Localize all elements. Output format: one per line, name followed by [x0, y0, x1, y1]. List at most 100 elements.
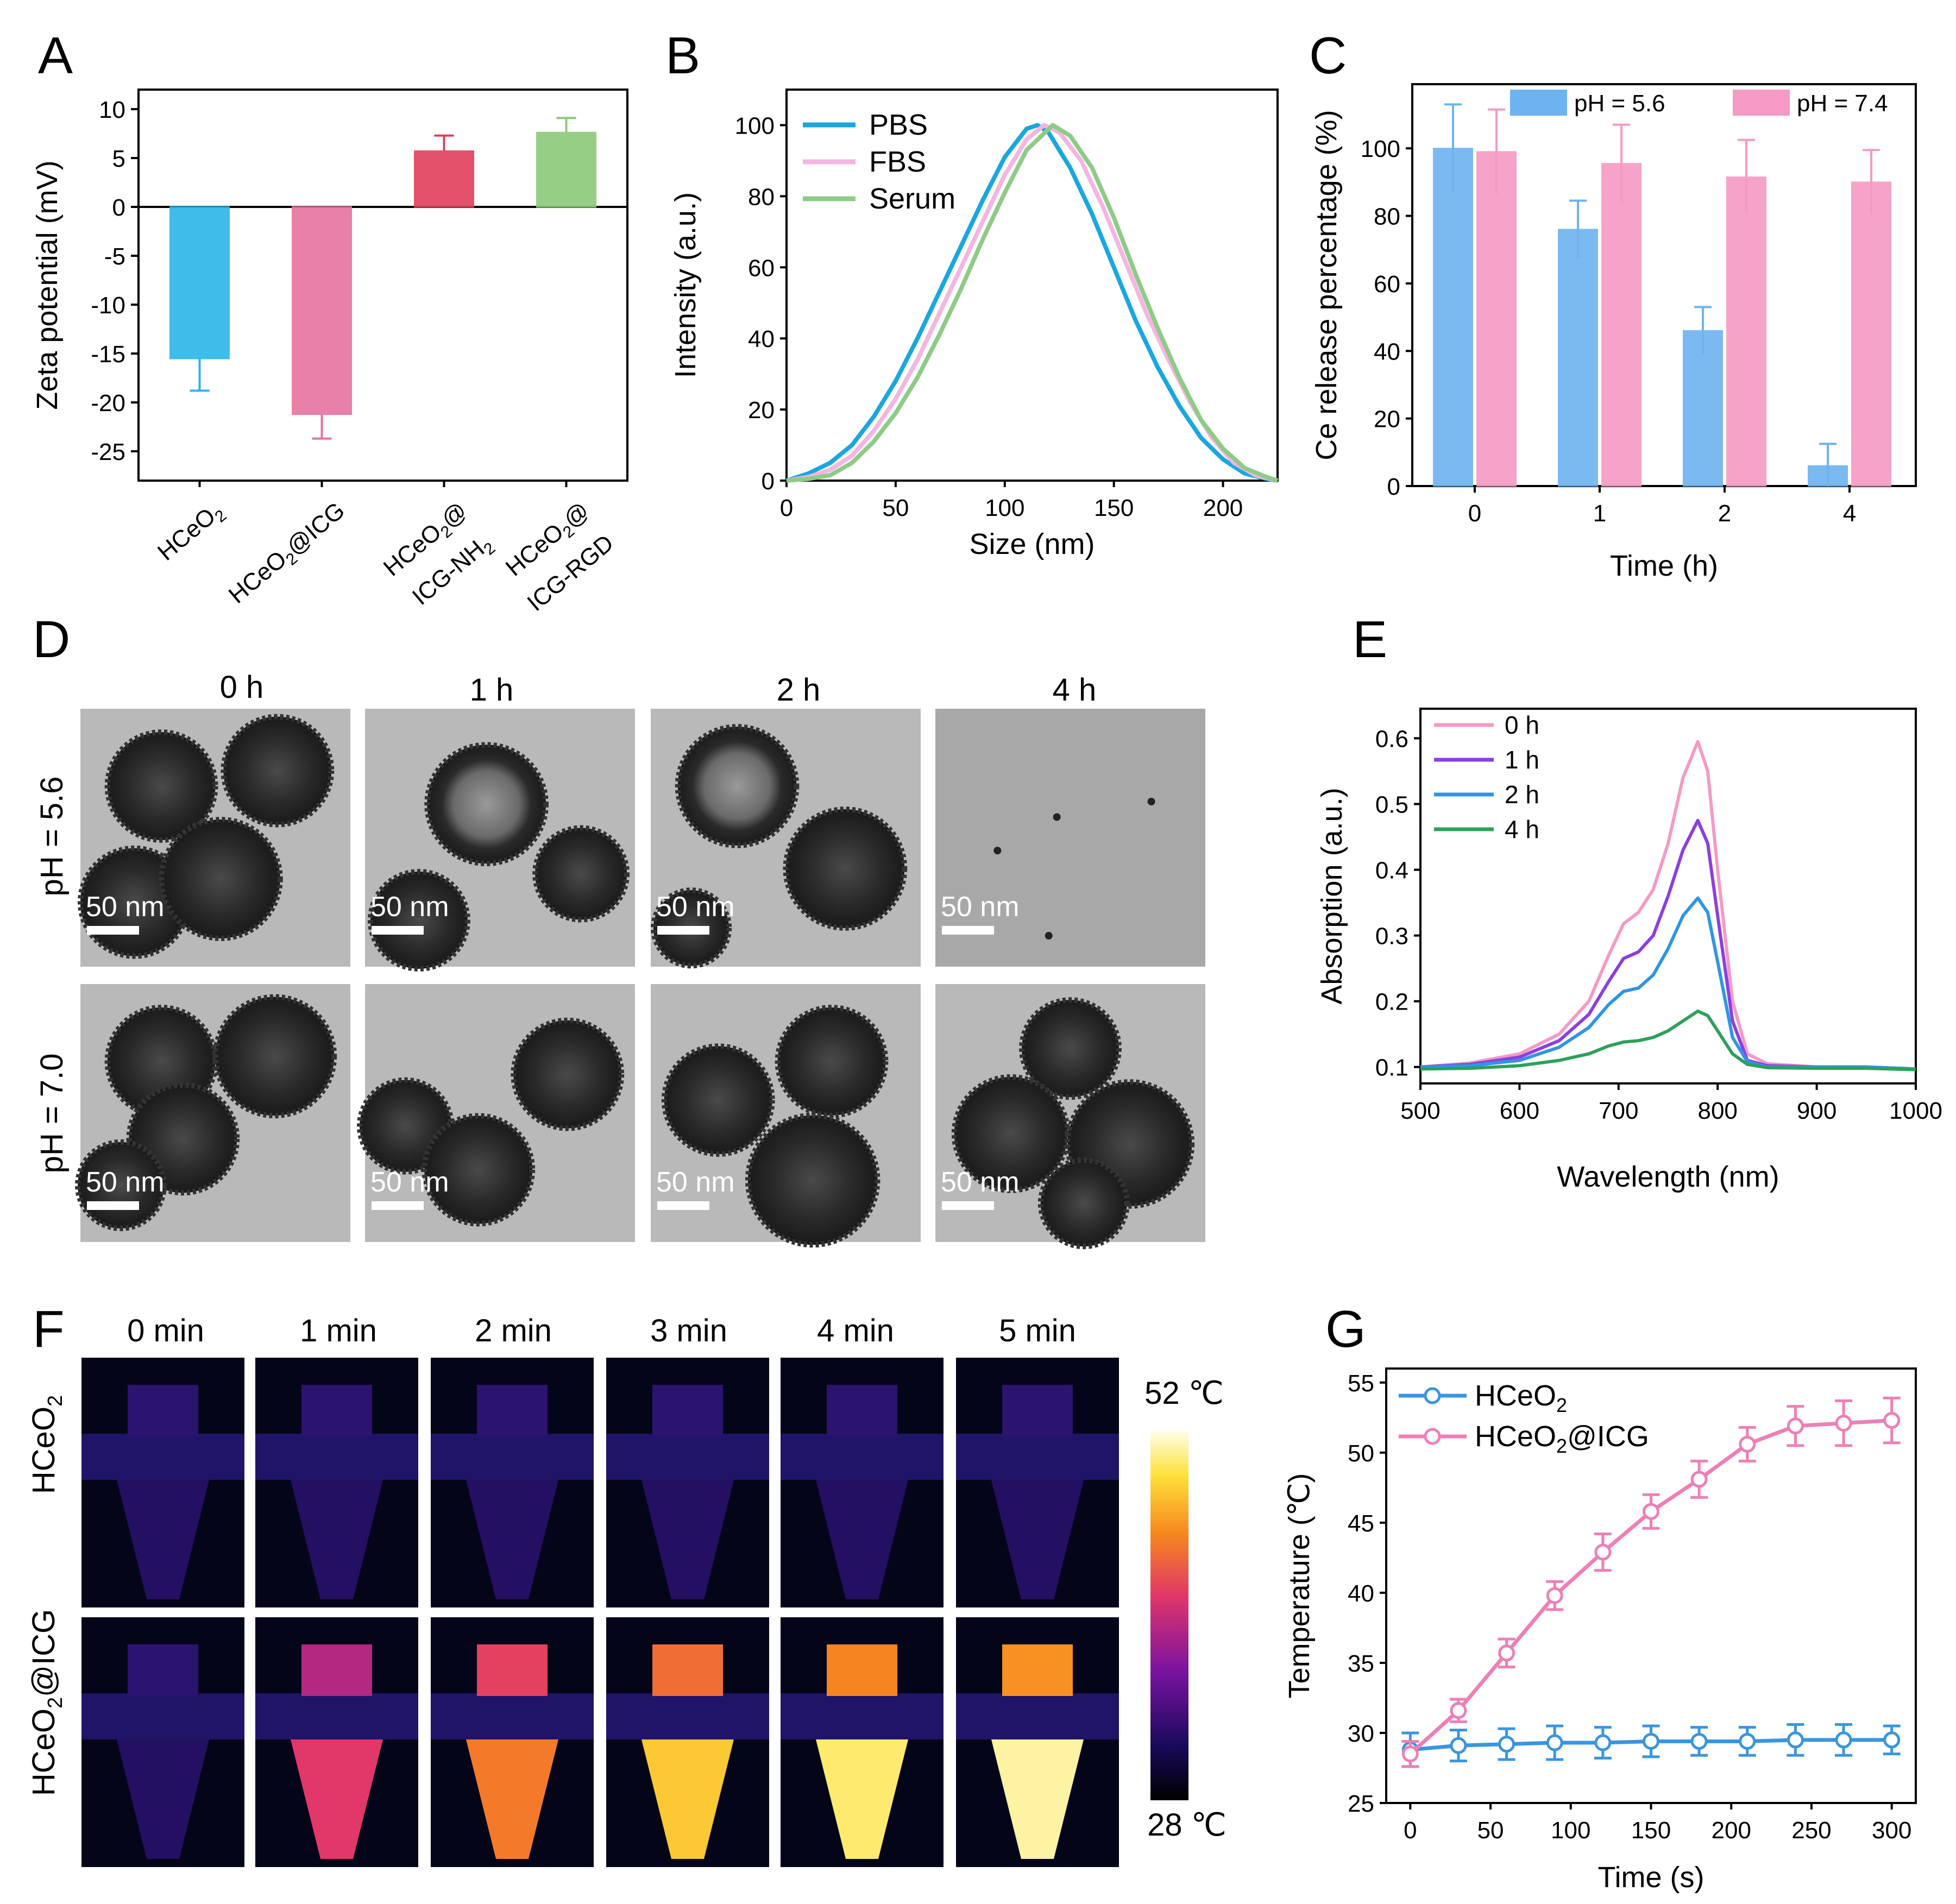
g-point-s0-5 [1643, 1732, 1659, 1750]
thermal-band-r0-c0 [81, 1434, 244, 1480]
tube-body-r0-c4 [816, 1480, 908, 1599]
tube-body-r1-c3 [641, 1739, 734, 1859]
tem-particle-r0-c1-2 [367, 869, 470, 972]
scale-bar-r0-c1 [372, 926, 424, 935]
a-frame [137, 89, 628, 482]
tube-cap-r1-c0 [128, 1644, 198, 1696]
g-xtick-label-5: 250 [1791, 1817, 1831, 1844]
b-ytick-label-2: 40 [748, 326, 775, 352]
c-xtick-label-0: 0 [1468, 500, 1481, 527]
colorbar [1150, 1431, 1188, 1800]
tube-body-r0-c2 [466, 1480, 558, 1599]
b-xtick-label-3: 150 [1094, 495, 1134, 521]
g-ytick-label-2: 35 [1348, 1650, 1374, 1677]
g-xtick-label-2: 100 [1551, 1817, 1590, 1844]
c-bar-s1-0 [1476, 151, 1517, 487]
panel-f-thermal-images: 0 min 1 min 2 min 3 min 4 min 5 min HCeO… [26, 1313, 1227, 1867]
thermal-band-r1-c0 [81, 1693, 244, 1739]
a-ytick-label-1: 5 [112, 146, 125, 172]
f-time-label-5: 5 min [999, 1313, 1076, 1348]
scale-bar-r1-c3 [942, 1201, 994, 1210]
g-point-s0-8 [1787, 1731, 1804, 1749]
c-xtick-label-2: 2 [1718, 500, 1731, 527]
e-frame [1419, 708, 1917, 1085]
b-series-pbs [785, 123, 1278, 483]
g-point-s1-8 [1787, 1417, 1804, 1435]
c-legend-swatch-0 [1510, 90, 1567, 116]
tube-body-r1-c2 [466, 1739, 558, 1859]
thermal-band-r0-c3 [606, 1434, 769, 1480]
tube-body-r1-c5 [991, 1739, 1084, 1859]
e-ytick-label-1: 0.2 [1375, 989, 1408, 1016]
scale-bar-r0-c3 [942, 926, 994, 935]
scale-bar-r0-c2 [657, 926, 709, 935]
colorbar-max-label: 52 ℃ [1144, 1376, 1224, 1411]
scale-bar-label-r1-c0: 50 nm [86, 1167, 165, 1198]
g-point-s0-1 [1450, 1737, 1467, 1754]
tem-particle-r1-c2-0 [661, 1043, 775, 1157]
b-xtick-label-4: 200 [1203, 495, 1243, 521]
tube-body-r0-c3 [641, 1480, 734, 1599]
d-time-label-2: 2 h [777, 672, 821, 708]
panel-label-g: G [1325, 1300, 1366, 1358]
c-bar-s1-2 [1726, 176, 1766, 487]
g-xlabel: Time (s) [1598, 1861, 1705, 1894]
thermal-band-r1-c1 [255, 1693, 418, 1739]
c-bar-s0-0 [1433, 148, 1473, 487]
scale-bar-r1-c0 [87, 1201, 139, 1210]
tube-cap-r0-c2 [477, 1385, 548, 1436]
e-series-0 [1420, 740, 1916, 1071]
tem-dot-2 [993, 847, 1002, 855]
g-point-s1-9 [1835, 1415, 1852, 1432]
b-series-serum [786, 123, 1279, 483]
b-ytick-label-4: 80 [748, 184, 775, 210]
thermal-band-r1-c2 [431, 1693, 594, 1739]
tem-particle-r1-c3-3 [1037, 1157, 1130, 1250]
g-point-s0-3 [1546, 1734, 1563, 1751]
tem-particle-r1-c3-0 [1019, 997, 1122, 1100]
e-xtick-label-5: 1000 [1889, 1098, 1942, 1124]
tube-cap-r1-c2 [477, 1644, 548, 1696]
c-legend-label-0: pH = 5.6 [1574, 90, 1665, 117]
g-point-s0-2 [1498, 1736, 1515, 1753]
panel-label-a: A [38, 27, 73, 85]
tube-cap-r0-c5 [1002, 1385, 1073, 1436]
tem-tiles: 50 nm 50 nm 50 nm 50 nm 50 nm 50 nm 50 nm 50 nm [75, 709, 1205, 1250]
e-series-3 [1420, 1009, 1916, 1071]
b-xlabel: Size (nm) [969, 528, 1095, 560]
b-legend-label-0: PBS [869, 109, 928, 141]
b-xtick-label-2: 100 [985, 495, 1024, 521]
b-ytick-label-3: 60 [748, 255, 775, 281]
c-ytick-label-3: 60 [1374, 271, 1400, 298]
tem-particle-r0-c1-1 [532, 825, 630, 923]
a-category-label-0: HCeO2 [153, 497, 230, 569]
tube-cap-r0-c1 [301, 1385, 372, 1436]
f-time-label-4: 4 min [817, 1313, 894, 1348]
tube-body-r0-c0 [117, 1480, 209, 1599]
d-row-label-1: pH = 7.0 [34, 1054, 70, 1174]
tem-particle-r1-c1-2 [511, 1017, 625, 1131]
a-bar-0 [169, 206, 230, 360]
thermal-band-r0-c1 [255, 1434, 418, 1480]
scale-bar-label-r1-c2: 50 nm [656, 1167, 735, 1198]
chart-e-absorption: 500 600 700 800 900 1000 0.1 0.2 0.3 0.4 0.5 0.6 Wav… [1316, 708, 1942, 1193]
f-time-label-0: 0 min [127, 1313, 204, 1348]
thermal-band-r0-c5 [956, 1434, 1119, 1480]
tube-cap-r1-c5 [1002, 1644, 1073, 1696]
tem-particle-r1-c2-2 [745, 1112, 880, 1248]
scale-bar-label-r1-c3: 50 nm [941, 1167, 1020, 1198]
tube-cap-r1-c3 [652, 1644, 723, 1696]
a-ylabel: Zeta potential (mV) [31, 160, 64, 409]
d-row-label-0: pH = 5.6 [34, 777, 70, 897]
f-time-label-2: 2 min [475, 1313, 552, 1348]
e-xtick-label-2: 700 [1599, 1098, 1638, 1124]
tube-cap-r1-c4 [827, 1644, 897, 1696]
a-ytick-label-6: -20 [91, 390, 125, 417]
chart-g-temperature: 0 50 100 150 200 250 300 25 30 35 40 45 50 55 Time (s)… [1283, 1367, 1917, 1894]
tube-cap-r1-c1 [301, 1644, 372, 1696]
panel-label-e: E [1353, 610, 1387, 669]
c-bar-s1-3 [1851, 181, 1891, 487]
tem-particle-r0-c0-3 [159, 817, 283, 941]
a-bar-1 [292, 206, 352, 415]
g-point-s1-5 [1643, 1503, 1659, 1520]
